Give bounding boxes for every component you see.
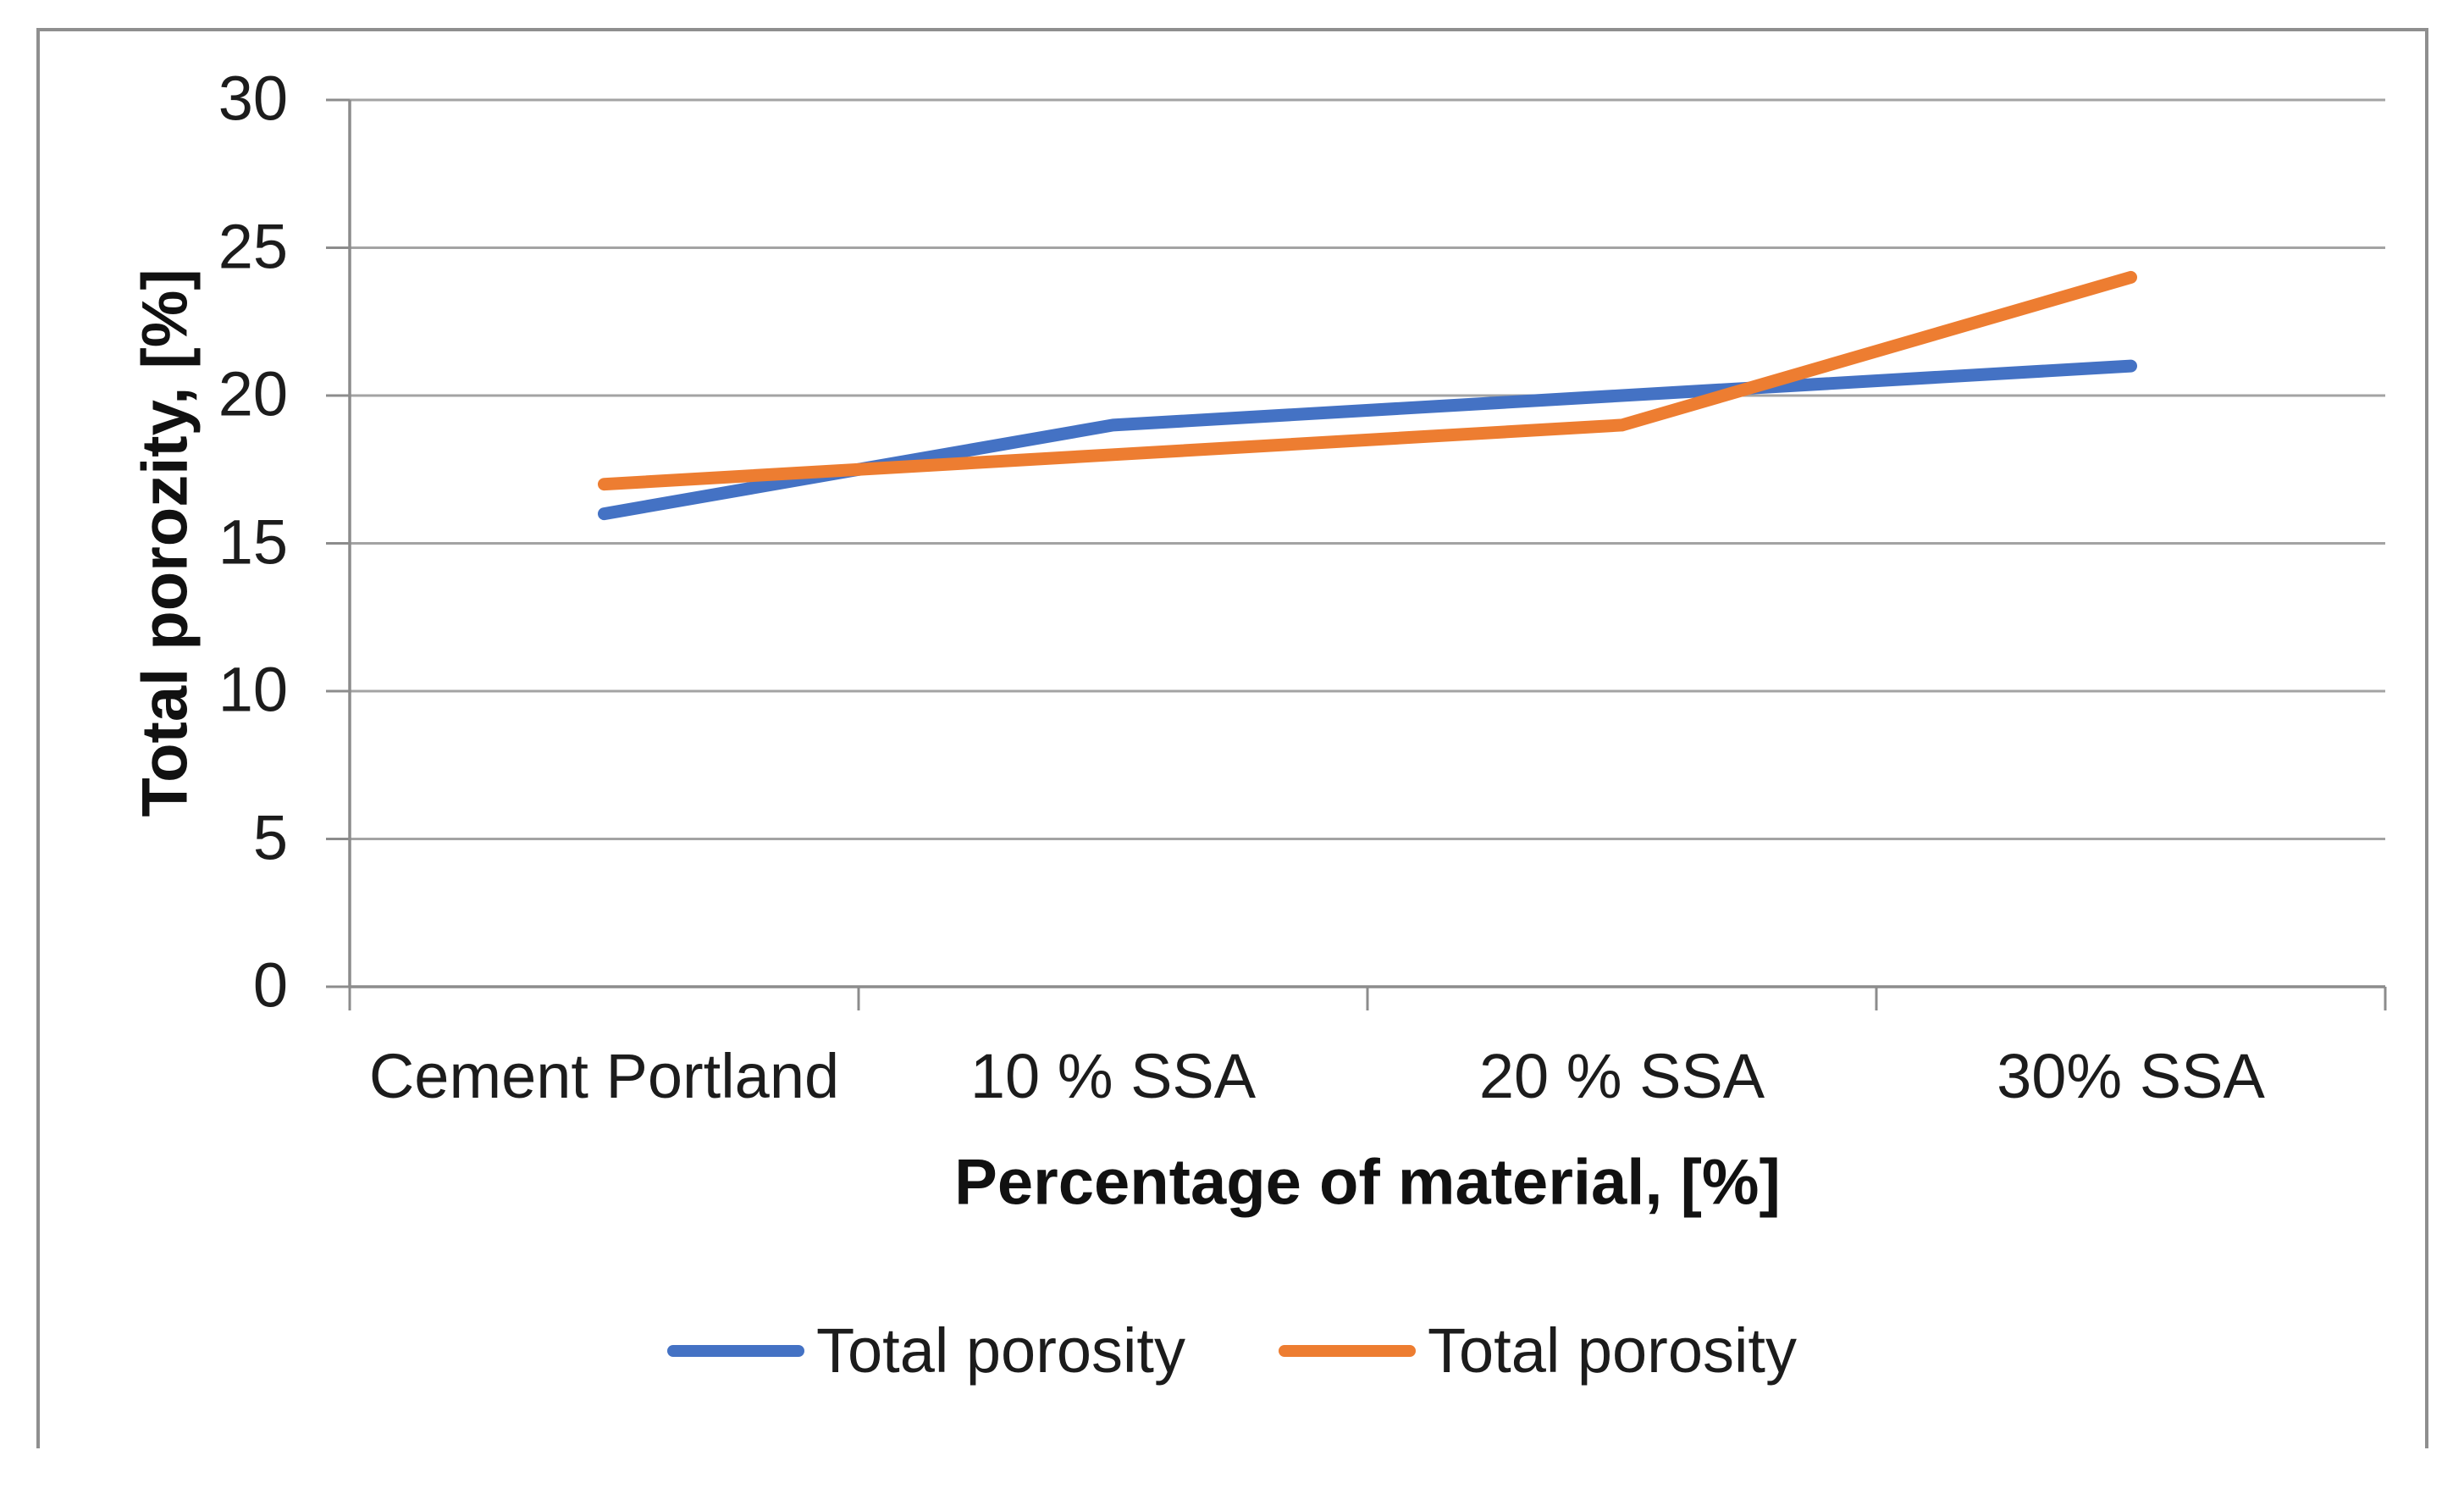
legend-swatch-icon [667, 1345, 805, 1357]
y-tick-label-25: 25 [218, 211, 288, 282]
x-tick-label-1: 10 % SSA [970, 1041, 1257, 1111]
x-axis-title: Percentage of material, [%] [954, 1146, 1781, 1219]
y-tick-label-15: 15 [218, 506, 288, 578]
legend: Total porosity Total porosity [0, 1309, 2464, 1393]
legend-label: Total porosity [816, 1315, 1185, 1386]
legend-item-0: Total porosity [667, 1320, 1185, 1382]
x-tick-label-2: 20 % SSA [1478, 1041, 1765, 1111]
y-tick-label-10: 10 [218, 654, 288, 725]
chart-frame [36, 28, 2428, 1448]
y-tick-label-0: 0 [252, 949, 288, 1021]
x-tick-label-0: Cement Portland [368, 1041, 840, 1111]
y-tick-label-20: 20 [218, 358, 288, 429]
series-line-1 [598, 270, 2137, 491]
y-axis-title: Total porozity, [%] [129, 268, 202, 817]
legend-label: Total porosity [1428, 1315, 1797, 1386]
y-tick-label-30: 30 [218, 63, 288, 134]
legend-swatch-icon [1279, 1345, 1416, 1357]
y-tick-label-5: 5 [252, 802, 288, 873]
x-tick-label-3: 30% SSA [1997, 1041, 2265, 1111]
legend-item-1: Total porosity [1279, 1320, 1797, 1382]
